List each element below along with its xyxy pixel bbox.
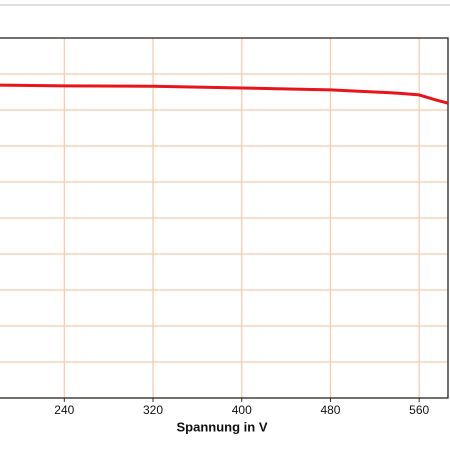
x-axis-label: Spannung in V: [177, 419, 268, 434]
x-tick-label: 400: [232, 403, 252, 417]
plot-border: [0, 37, 449, 399]
x-tick-label: 560: [409, 403, 429, 417]
x-tick-label: 320: [143, 403, 163, 417]
x-tick-label: 480: [320, 403, 340, 417]
x-tick-label: 240: [54, 403, 74, 417]
line-series: [0, 83, 449, 105]
